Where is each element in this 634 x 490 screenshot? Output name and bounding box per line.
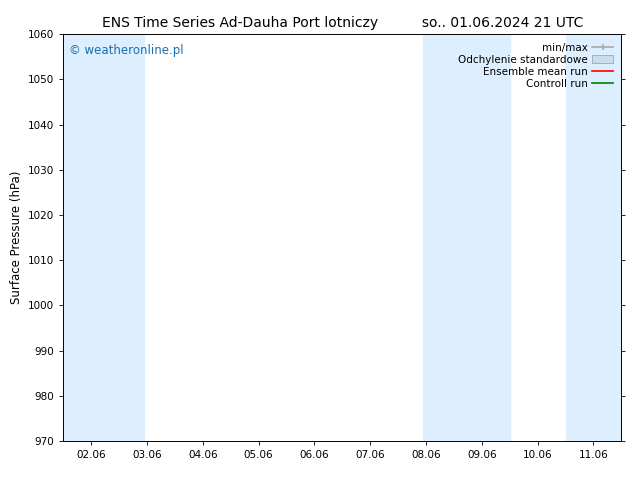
Bar [566, 34, 621, 441]
Y-axis label: Surface Pressure (hPa): Surface Pressure (hPa) [10, 171, 23, 304]
Legend: min/max, Odchylenie standardowe, Ensemble mean run, Controll run: min/max, Odchylenie standardowe, Ensembl… [455, 40, 616, 92]
Bar [63, 34, 145, 441]
Title: ENS Time Series Ad-Dauha Port lotniczy          so.. 01.06.2024 21 UTC: ENS Time Series Ad-Dauha Port lotniczy s… [101, 16, 583, 30]
Text: © weatheronline.pl: © weatheronline.pl [69, 45, 184, 57]
Bar [424, 34, 510, 441]
